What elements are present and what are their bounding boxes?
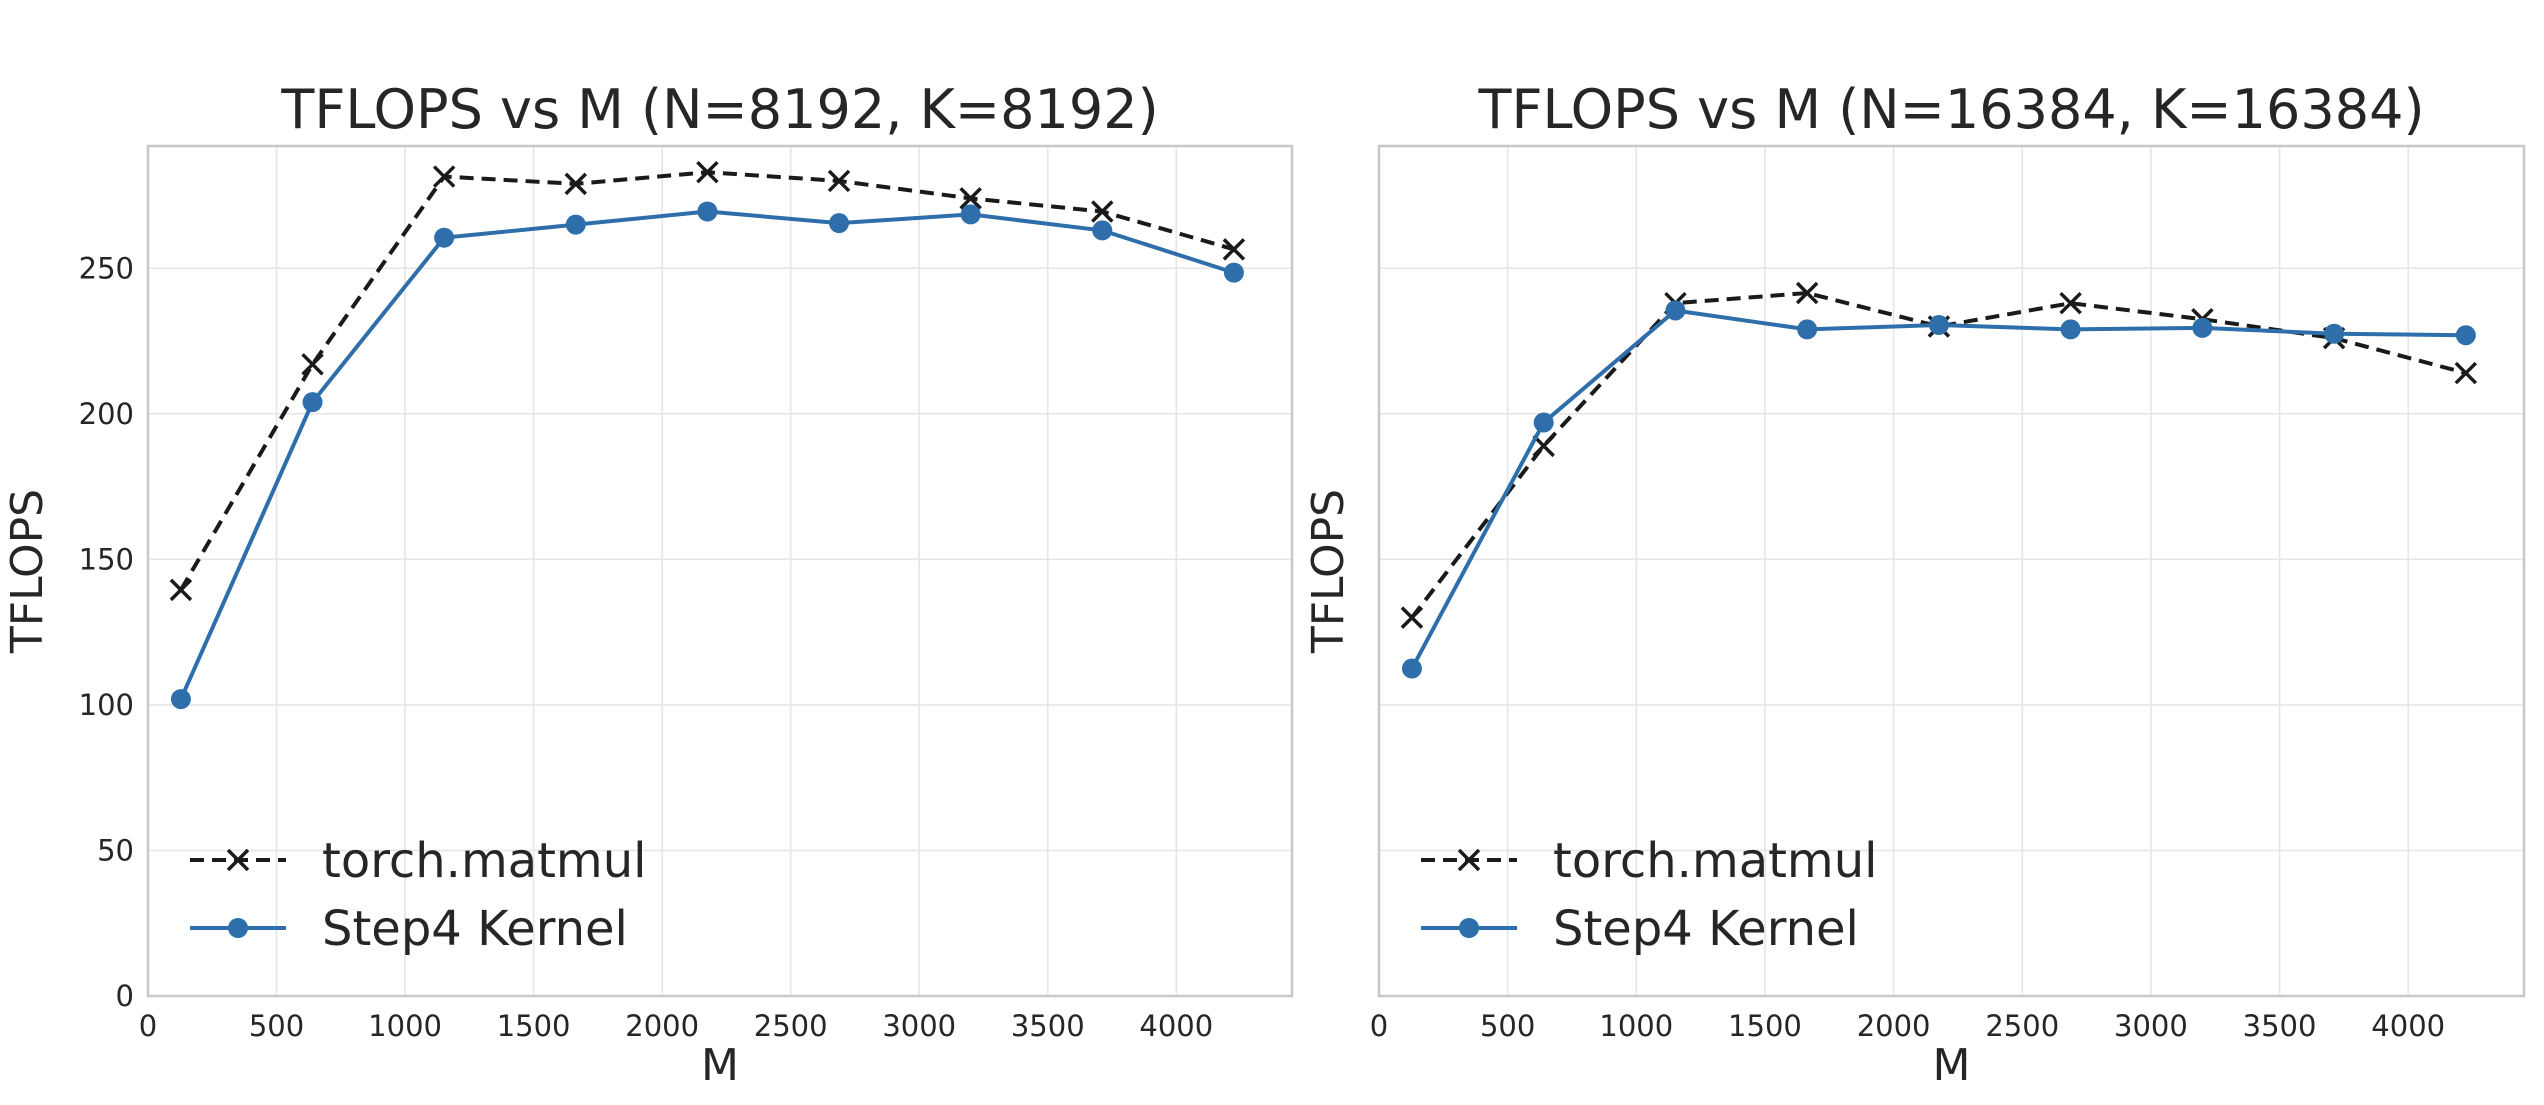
- data-point: [697, 201, 718, 222]
- data-point: [2324, 323, 2345, 344]
- data-point: [960, 204, 981, 225]
- data-point: [1400, 606, 1424, 629]
- data-point: [1401, 658, 1422, 679]
- data-point: [565, 214, 586, 235]
- legend: torch.matmul Step4 Kernel: [190, 833, 646, 957]
- data-point: [2059, 291, 2082, 315]
- chart-panel-2: 0 500 1000 1500 2000 2500 3000 3500 4000 TFLOPS v…: [1303, 78, 2526, 1091]
- y-axis-label: TFLOPS: [1303, 489, 1354, 654]
- x-tick-label: 4000: [1139, 1009, 1213, 1043]
- data-point: [1092, 220, 1113, 241]
- chart-title: TFLOPS vs M (N=8192, K=8192): [280, 78, 1158, 141]
- y-axis-label: TFLOPS: [2, 489, 53, 654]
- series-step4-kernel: [170, 201, 1244, 710]
- y-tick-label: 0: [116, 979, 134, 1013]
- x-axis-label: M: [701, 1040, 739, 1091]
- chart-panel-1: 0 500 1000 1500 2000 2500 3000 3500 4000 0 50 100 15…: [2, 78, 1294, 1091]
- data-point: [2454, 361, 2478, 385]
- x-tick-label: 2500: [1985, 1009, 2059, 1043]
- x-tick-label: 4000: [2371, 1009, 2445, 1043]
- data-point: [2060, 319, 2081, 340]
- data-point: [696, 160, 719, 184]
- data-point: [432, 165, 456, 188]
- y-tick-label: 150: [79, 542, 134, 576]
- x-tick-label: 0: [139, 1009, 157, 1043]
- legend-marker: [226, 848, 250, 872]
- data-point: [1091, 200, 1114, 223]
- x-tick-label: 3000: [2114, 1009, 2188, 1043]
- gridlines: [1378, 146, 2524, 997]
- chart-title: TFLOPS vs M (N=16384, K=16384): [1477, 78, 2424, 141]
- data-point: [1665, 300, 1686, 321]
- data-point: [564, 172, 588, 196]
- gridlines: [147, 146, 1292, 997]
- data-point: [1533, 412, 1554, 433]
- x-tick-label: 1500: [497, 1009, 571, 1043]
- legend-marker: [1457, 848, 1481, 872]
- data-point: [434, 227, 455, 248]
- legend-marker: [228, 918, 248, 938]
- x-tick-label: 0: [1370, 1009, 1388, 1043]
- legend-label: torch.matmul: [1553, 833, 1877, 889]
- data-point: [2192, 317, 2213, 338]
- plot-frame: [146, 144, 1294, 998]
- data-point: [169, 578, 193, 602]
- y-tick-label: 250: [79, 251, 134, 285]
- series-line: [1410, 308, 2466, 670]
- legend-label: Step4 Kernel: [1553, 901, 1859, 957]
- x-tick-label: 1000: [368, 1009, 442, 1043]
- data-point: [1928, 315, 1949, 336]
- x-tick-label: 500: [1480, 1009, 1535, 1043]
- data-point: [2455, 325, 2476, 346]
- data-point: [1797, 319, 1818, 340]
- x-tick-label: 500: [249, 1009, 304, 1043]
- series-line: [179, 170, 1235, 591]
- legend-label: torch.matmul: [322, 833, 646, 889]
- x-tick-label: 3500: [1011, 1009, 1085, 1043]
- x-tick-label: 2500: [754, 1009, 828, 1043]
- y-tick-label: 200: [79, 397, 134, 431]
- data-point: [1795, 281, 1819, 305]
- x-axis-label: M: [1933, 1040, 1971, 1091]
- data-point: [1223, 262, 1244, 283]
- x-tick-label: 1500: [1728, 1009, 1802, 1043]
- x-tick-label: 3500: [2243, 1009, 2317, 1043]
- data-point: [1222, 238, 1246, 261]
- series-line: [1410, 290, 2467, 619]
- data-point: [827, 169, 851, 193]
- plot-frame: [1377, 144, 2526, 998]
- y-tick-label: 100: [79, 688, 134, 722]
- data-point: [170, 689, 191, 710]
- data-point: [829, 213, 850, 234]
- data-point: [301, 353, 324, 376]
- legend-marker: [1459, 918, 1479, 938]
- series-torch-matmul: [169, 160, 1246, 602]
- x-tick-label: 3000: [882, 1009, 956, 1043]
- series-step4-kernel: [1401, 300, 2476, 679]
- legend: torch.matmul Step4 Kernel: [1421, 833, 1877, 957]
- x-tick-label: 2000: [1857, 1009, 1931, 1043]
- y-tick-label: 50: [97, 833, 134, 867]
- data-point: [959, 187, 982, 210]
- series-line: [179, 209, 1235, 700]
- data-point: [302, 392, 323, 413]
- x-tick-label: 2000: [625, 1009, 699, 1043]
- x-tick-label: 1000: [1599, 1009, 1673, 1043]
- legend-label: Step4 Kernel: [322, 901, 628, 957]
